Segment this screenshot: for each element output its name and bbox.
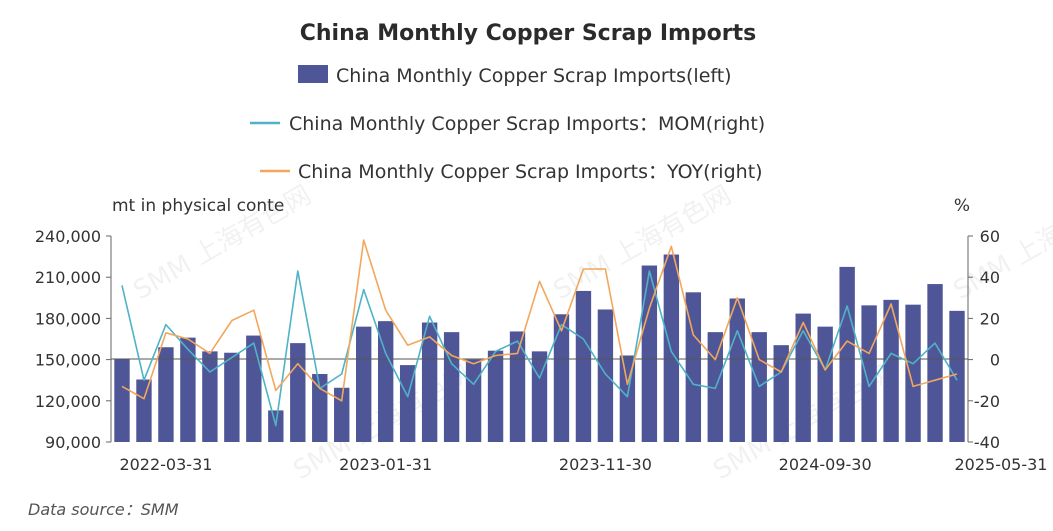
bar [839, 266, 855, 442]
yoy-line [121, 239, 958, 402]
legend-swatch-bar [298, 65, 328, 83]
bar [246, 335, 262, 442]
chart-title: China Monthly Copper Scrap Imports [300, 21, 757, 46]
left-axis-unit: mt in physical conte [112, 196, 284, 216]
bar [927, 284, 943, 442]
bar [487, 350, 504, 442]
bar [180, 337, 196, 442]
right-tick-label: -20 [974, 392, 1000, 411]
x-tick-label: 2023-01-31 [339, 455, 432, 474]
bar [114, 358, 130, 442]
legend-label-mom: China Monthly Copper Scrap Imports：MOM(r… [289, 113, 765, 135]
bar [356, 326, 372, 442]
bar [334, 387, 350, 442]
right-tick-label: 40 [980, 268, 1000, 287]
left-tick-label: 240,000 [35, 227, 101, 246]
line-series [121, 239, 958, 427]
left-tick-label: 90,000 [45, 433, 101, 452]
left-tick-label: 120,000 [35, 392, 101, 411]
bar [575, 290, 592, 442]
right-tick-label: -40 [974, 433, 1000, 452]
bar [465, 359, 482, 442]
bar [663, 254, 680, 442]
bar [531, 351, 548, 442]
data-source: Data source：SMM [28, 500, 179, 519]
mom-line [121, 270, 958, 427]
legend-label-yoy: China Monthly Copper Scrap Imports：YOY(r… [298, 161, 763, 183]
bar [553, 314, 570, 442]
left-tick-label: 150,000 [35, 351, 101, 370]
x-axis-ticks: 2022-03-31 2023-01-31 2023-11-30 2024-09-30… [119, 455, 1047, 474]
bar [641, 265, 658, 442]
x-tick-label: 2025-05-31 [954, 455, 1047, 474]
bar [949, 310, 965, 442]
bar [861, 305, 877, 442]
left-tick-label: 180,000 [35, 309, 101, 328]
bar [905, 304, 921, 442]
legend-label-bar: China Monthly Copper Scrap Imports(left) [336, 65, 732, 87]
bar [136, 379, 152, 442]
bar [290, 343, 306, 442]
bar [597, 309, 614, 442]
left-axis-ticks: 240,000 210,000 180,000 150,000 120,000 90,00… [35, 227, 111, 452]
x-tick-label: 2022-03-31 [119, 455, 212, 474]
left-tick-label: 210,000 [35, 268, 101, 287]
right-axis-ticks: 60 40 20 0 -20 -40 [968, 227, 1000, 452]
right-tick-label: 0 [990, 351, 1000, 370]
bar [795, 313, 811, 442]
bar [421, 322, 438, 442]
x-tick-label: 2024-09-30 [779, 455, 872, 474]
bar [883, 299, 899, 442]
bar [817, 326, 833, 442]
bar [158, 347, 174, 442]
bar [224, 352, 240, 442]
right-axis-unit: % [954, 196, 970, 216]
legend: China Monthly Copper Scrap Imports(left)… [250, 65, 765, 183]
bar [202, 351, 218, 442]
right-tick-label: 20 [980, 309, 1000, 328]
bar [685, 292, 702, 442]
bar [443, 332, 460, 442]
bar [377, 321, 394, 442]
right-tick-label: 60 [980, 227, 1000, 246]
bar [509, 331, 526, 442]
x-tick-label: 2023-11-30 [559, 455, 652, 474]
bar [729, 298, 745, 442]
